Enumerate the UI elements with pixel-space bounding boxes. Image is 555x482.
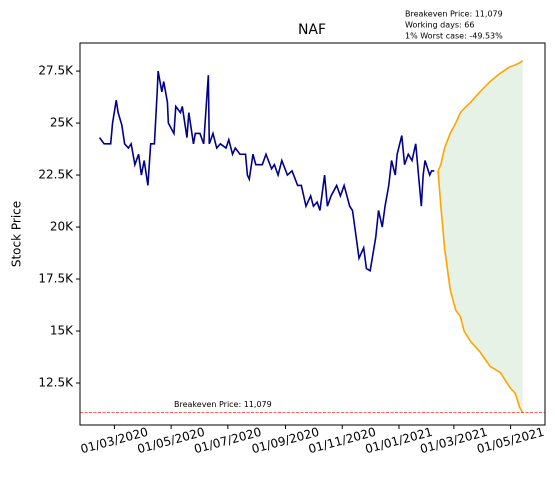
y-axis-label: Stock Price [10, 201, 24, 267]
chart-title: NAF [298, 22, 326, 38]
annotation: Working days: 66 [405, 21, 474, 30]
y-tick-label: 20K [50, 220, 74, 234]
y-tick-label: 27.5K [38, 64, 74, 78]
y-tick-label: 17.5K [38, 272, 74, 286]
annotation: 1% Worst case: -49.53% [405, 32, 503, 41]
y-tick-label: 25K [50, 116, 74, 130]
price-line [437, 170, 524, 413]
y-tick-label: 15K [50, 324, 74, 338]
y-tick-label: 22.5K [38, 168, 74, 182]
y-tick-label: 12.5K [38, 375, 74, 389]
price-line [437, 60, 524, 172]
projection-band [438, 60, 523, 413]
price-line [98, 70, 435, 272]
annotation: Breakeven Price: 11,079 [405, 10, 503, 19]
breakeven-label: Breakeven Price: 11,079 [174, 400, 272, 409]
plot-frame [79, 42, 546, 426]
